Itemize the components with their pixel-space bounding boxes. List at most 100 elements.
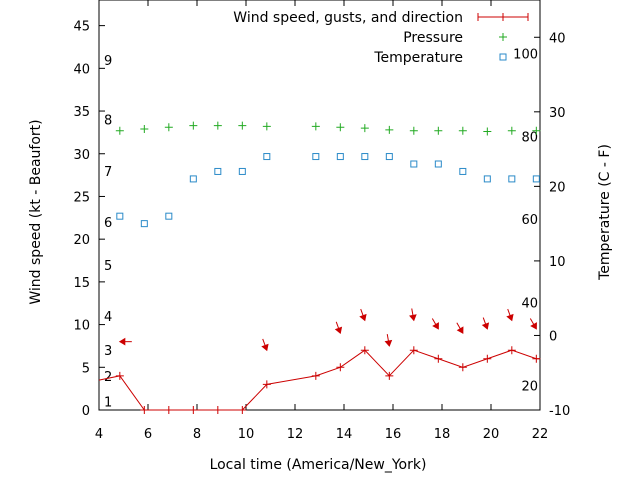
wind-arrow-head	[481, 322, 490, 330]
legend-marker	[477, 13, 529, 21]
fahrenheit-label: 40	[521, 297, 538, 312]
x-tick-label: 18	[434, 427, 451, 442]
y-tick-label: 40	[73, 62, 90, 77]
fahrenheit-label: 20	[521, 379, 538, 394]
wind-arrow	[529, 318, 537, 330]
wind-speed-point	[115, 371, 124, 380]
legend-marker	[499, 53, 507, 61]
x-tick-label: 12	[287, 427, 304, 442]
x-tick-label: 6	[144, 427, 152, 442]
wind-speed-point	[483, 354, 492, 363]
y-tick-label: 15	[73, 276, 90, 291]
wind-speed-point	[360, 346, 369, 355]
wind-speed-point	[385, 371, 394, 380]
pressure-point	[507, 126, 516, 135]
wind-speed-point	[336, 363, 345, 372]
wind-speed-point	[507, 346, 516, 355]
beaufort-label: 6	[104, 216, 112, 231]
fahrenheit-scale-labels: 20 40 60 80 100	[513, 48, 538, 395]
legend-label: Wind speed, gusts, and direction	[233, 10, 463, 26]
temperature-point	[532, 175, 540, 183]
pressure-point	[189, 121, 198, 130]
temperature-point	[238, 167, 246, 175]
y2-axis-title: Temperature (C - F)	[597, 144, 613, 281]
temperature-point	[434, 160, 442, 168]
wind-arrow	[334, 321, 343, 335]
wind-arrow	[506, 308, 514, 322]
y2-tick-label: 40	[549, 31, 566, 46]
pressure-point	[262, 122, 271, 131]
pressure-point	[532, 126, 541, 135]
wind-speed-point	[311, 371, 320, 380]
wind-speed-series	[98, 346, 541, 414]
wind-arrow	[384, 334, 393, 347]
wind-arrow-head	[334, 326, 343, 335]
wind-arrow-head	[261, 343, 269, 352]
x-tick-label: 8	[193, 427, 201, 442]
y-tick-label: 30	[73, 148, 90, 163]
pressure-point	[434, 126, 443, 135]
fahrenheit-label: 80	[521, 130, 538, 145]
wind-arrow-head	[118, 337, 126, 346]
pressure-point	[164, 123, 173, 132]
pressure-point	[385, 125, 394, 134]
y2-tick-label: 20	[549, 180, 566, 195]
plot-frame	[98, 0, 541, 411]
fahrenheit-label: 100	[513, 48, 538, 63]
legend-marker	[499, 33, 507, 41]
temperature-series	[116, 153, 540, 228]
beaufort-label: 9	[104, 54, 112, 69]
temperature-point	[189, 175, 197, 183]
y2-tick-label: 0	[549, 329, 557, 344]
beaufort-scale-labels: 1 2 3 4 5 6 7 8 9	[104, 54, 112, 411]
wind-arrow-head	[432, 322, 439, 330]
wind-arrow-head	[456, 326, 464, 334]
legend-label: Pressure	[403, 30, 463, 46]
temperature-point	[140, 220, 148, 228]
wind-speed-point	[238, 406, 247, 414]
temperature-point	[116, 212, 124, 220]
pressure-point	[458, 126, 467, 135]
x-tick-label: 14	[336, 427, 353, 442]
plot-axes: 4 6 8 10 12 14 16 18 20 22051015202530354045-1001…	[73, 0, 570, 442]
y-tick-label: 5	[82, 361, 90, 376]
pressure-point	[140, 124, 149, 133]
temperature-point	[459, 167, 467, 175]
fahrenheit-label: 60	[521, 213, 538, 228]
y-tick-label: 20	[73, 233, 90, 248]
x-tick-label: 16	[385, 427, 402, 442]
pressure-point	[409, 126, 418, 135]
wind-speed-point	[213, 406, 222, 414]
wind-arrow-head	[530, 322, 537, 330]
y-tick-label: 10	[73, 319, 90, 334]
wind-arrow	[456, 322, 464, 334]
wind-speed-point	[458, 363, 467, 372]
wind-speed-point	[262, 380, 271, 389]
beaufort-label: 7	[104, 165, 112, 180]
y2-tick-label: -10	[549, 404, 570, 419]
temperature-point	[361, 153, 369, 161]
y-tick-label: 25	[73, 190, 90, 205]
temperature-point	[214, 167, 222, 175]
pressure-point	[360, 124, 369, 133]
wind-arrow	[409, 308, 417, 322]
temperature-point	[483, 175, 491, 183]
wind-arrow	[261, 338, 269, 352]
y-tick-label: 0	[82, 404, 90, 419]
wind-speed-point	[434, 354, 443, 363]
y-tick-label: 45	[73, 20, 90, 35]
pressure-point	[213, 121, 222, 130]
legend: Wind speed, gusts, and direction Pressure…	[233, 10, 529, 66]
beaufort-label: 5	[104, 259, 112, 274]
y2-tick-label: 30	[549, 106, 566, 121]
wind-arrow-head	[359, 313, 367, 322]
wind-speed-point	[409, 346, 418, 355]
beaufort-label: 1	[104, 395, 112, 410]
legend-label: Temperature	[373, 50, 463, 66]
temperature-point	[410, 160, 418, 168]
temperature-point	[263, 153, 271, 161]
wind-speed-point	[164, 406, 173, 414]
x-axis-title: Local time (America/New_York)	[210, 457, 427, 473]
temperature-point	[312, 153, 320, 161]
